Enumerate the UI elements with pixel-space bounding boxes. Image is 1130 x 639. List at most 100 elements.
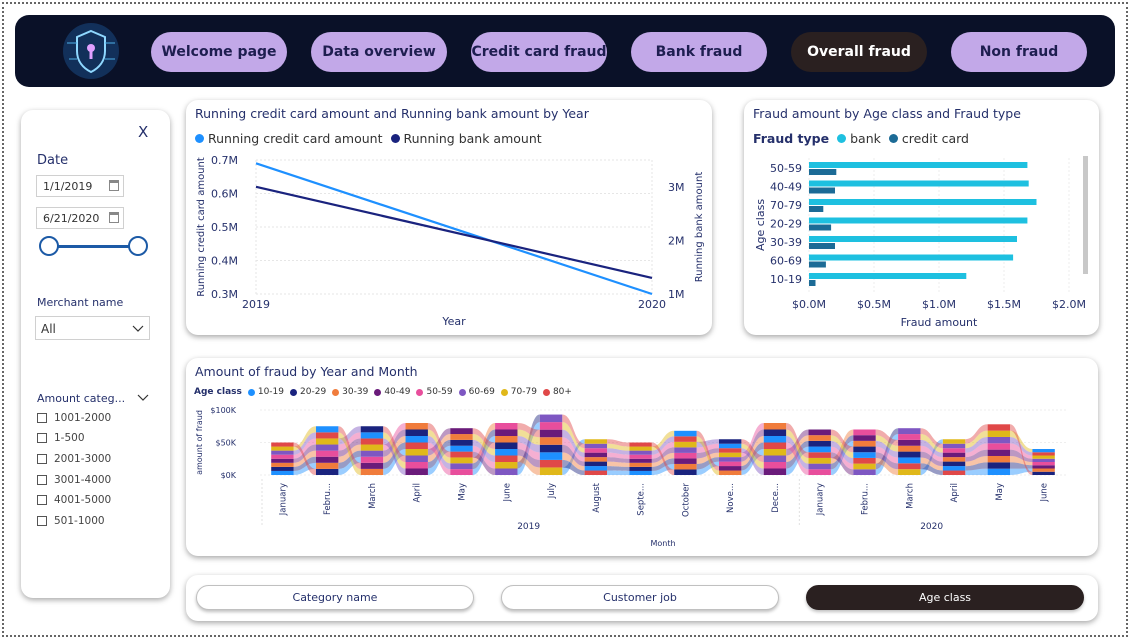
ribbon-50-59 xyxy=(607,452,630,459)
column-segment-10-19 xyxy=(495,449,518,456)
column-segment-50-59 xyxy=(1032,462,1055,466)
calendar-icon[interactable] xyxy=(109,180,119,191)
chevron-down-icon[interactable] xyxy=(137,394,149,402)
amount-option[interactable]: 3001-4000 xyxy=(37,474,111,486)
column-segment-60-69 xyxy=(315,444,339,451)
column-segment-20-29 xyxy=(405,429,428,436)
ribbon-30-39 xyxy=(786,435,809,462)
ribbon-50-59 xyxy=(472,445,496,469)
amount-option[interactable]: 501-1000 xyxy=(37,515,105,527)
legend-bank[interactable]: bank xyxy=(850,131,881,146)
checkbox[interactable] xyxy=(37,433,47,443)
ribbon-50-59 xyxy=(875,446,899,464)
column-segment-30-39 xyxy=(987,455,1011,463)
ribbon-30-39 xyxy=(651,452,675,467)
column-segment-70-79 xyxy=(853,463,876,470)
column-segment-30-39 xyxy=(629,462,652,467)
nav-welcome-page[interactable]: Welcome page xyxy=(151,32,287,72)
date-slider-start-handle[interactable] xyxy=(39,236,59,256)
ribbon-20-29 xyxy=(696,457,719,470)
date-slider-track xyxy=(49,245,139,248)
column-segment-50-59 xyxy=(808,469,831,475)
end-date-value: 6/21/2020 xyxy=(43,212,100,225)
amount-option[interactable]: 2001-3000 xyxy=(37,453,111,465)
amount-option[interactable]: 1001-2000 xyxy=(37,412,111,424)
date-slider-end-handle[interactable] xyxy=(128,236,148,256)
column-segment-60-69 xyxy=(763,455,787,462)
nav-data-overview[interactable]: Data overview xyxy=(311,32,447,72)
ribbon-70-79 xyxy=(517,429,540,445)
merchant-dropdown[interactable]: All xyxy=(35,316,150,340)
end-date-input[interactable]: 6/21/2020 xyxy=(36,207,124,229)
column-segment-60-69 xyxy=(629,450,652,455)
checkbox[interactable] xyxy=(37,413,47,423)
nav-credit-card-fraud[interactable]: Credit card fraud xyxy=(471,32,607,72)
bar-bank xyxy=(809,180,1029,187)
legend-entry[interactable]: 50-59 xyxy=(426,387,453,397)
ribbon-60-69 xyxy=(293,432,316,455)
bar-credit-card xyxy=(809,187,835,194)
month-label: March xyxy=(368,483,378,509)
checkbox[interactable] xyxy=(37,516,47,526)
column-segment-10-19 xyxy=(942,466,966,471)
column-segment-60-69 xyxy=(808,463,831,470)
legend-entry[interactable]: 10-19 xyxy=(257,387,285,397)
start-date-input[interactable]: 1/1/2019 xyxy=(36,175,124,197)
line-chart-plot[interactable]: 0.3M 0.4M 0.5M 0.6M 0.7M 1M 2M 3M 2019 2020 Year Ru… xyxy=(186,150,712,335)
checkbox[interactable] xyxy=(37,454,47,464)
close-filter-button[interactable]: X xyxy=(138,123,149,141)
column-segment-80+ xyxy=(450,451,473,458)
column-segment-70-79 xyxy=(360,444,384,451)
legend-bank[interactable]: Running bank amount xyxy=(403,131,542,146)
legend-dot xyxy=(416,388,424,396)
ribbon-60-69 xyxy=(1010,436,1033,456)
legend-credit-card[interactable]: credit card xyxy=(901,131,969,146)
calendar-icon[interactable] xyxy=(109,212,119,223)
y-tick-label: $50K xyxy=(215,439,236,448)
legend-dot xyxy=(542,388,550,396)
legend-credit[interactable]: Running credit card amount xyxy=(208,131,383,146)
ribbon-60-69 xyxy=(786,436,809,470)
legend-entry[interactable]: 60-69 xyxy=(468,387,495,397)
legend-dot xyxy=(247,388,255,396)
legend-entry[interactable]: 30-39 xyxy=(342,387,369,397)
nav-overall-fraud[interactable]: Overall fraud xyxy=(791,32,927,72)
column-segment-70-79 xyxy=(808,457,831,464)
ribbon-20-29 xyxy=(830,435,854,470)
ribbon-chart-plot[interactable]: $0K $50K $100K amount of fraud January Febru.… xyxy=(186,398,1098,556)
ribbon-chart-legend: Age class 10-19 20-29 30-39 40-49 50-59 60-69… xyxy=(194,387,572,397)
column-segment-10-19 xyxy=(629,470,652,475)
amount-option[interactable]: 1-500 xyxy=(37,432,85,444)
legend-entry[interactable]: 20-29 xyxy=(300,387,327,397)
bar-chart-plot[interactable]: $0.0M $0.5M $1.0M $1.5M $2.0M Fraud amount Age… xyxy=(744,150,1099,335)
column-segment-50-59 xyxy=(360,456,384,463)
column-segment-20-29 xyxy=(495,442,518,449)
legend-title: Age class xyxy=(194,387,242,397)
checkbox[interactable] xyxy=(37,495,47,505)
ribbon-50-59 xyxy=(965,443,988,458)
category-name-button[interactable]: Category name xyxy=(196,585,474,610)
age-class-button[interactable]: Age class xyxy=(806,585,1084,610)
legend-entry[interactable]: 70-79 xyxy=(510,387,537,397)
month-label: October xyxy=(681,483,691,518)
nav-non-fraud[interactable]: Non fraud xyxy=(951,32,1087,72)
nav-bank-fraud[interactable]: Bank fraud xyxy=(631,32,767,72)
column-segment-60-69 xyxy=(450,463,473,470)
x-tick-label: $0.0M xyxy=(792,298,826,311)
checkbox[interactable] xyxy=(37,475,47,485)
month-label: March xyxy=(905,483,915,509)
ribbon-70-79 xyxy=(562,422,585,453)
month-label: June xyxy=(1040,483,1050,503)
chevron-down-icon xyxy=(132,325,144,332)
ribbon-20-29 xyxy=(383,442,406,469)
legend-entry[interactable]: 80+ xyxy=(552,387,572,397)
amount-option[interactable]: 4001-5000 xyxy=(37,494,111,506)
y-tick-label: 0.4M xyxy=(211,255,238,268)
ribbon-70-79 xyxy=(830,435,854,458)
legend-dot xyxy=(332,388,340,396)
column-segment-80+ xyxy=(718,448,742,453)
column-segment-20-29 xyxy=(539,444,563,453)
legend-entry[interactable]: 40-49 xyxy=(384,387,411,397)
customer-job-button[interactable]: Customer job xyxy=(501,585,779,610)
month-label: July xyxy=(547,483,557,499)
